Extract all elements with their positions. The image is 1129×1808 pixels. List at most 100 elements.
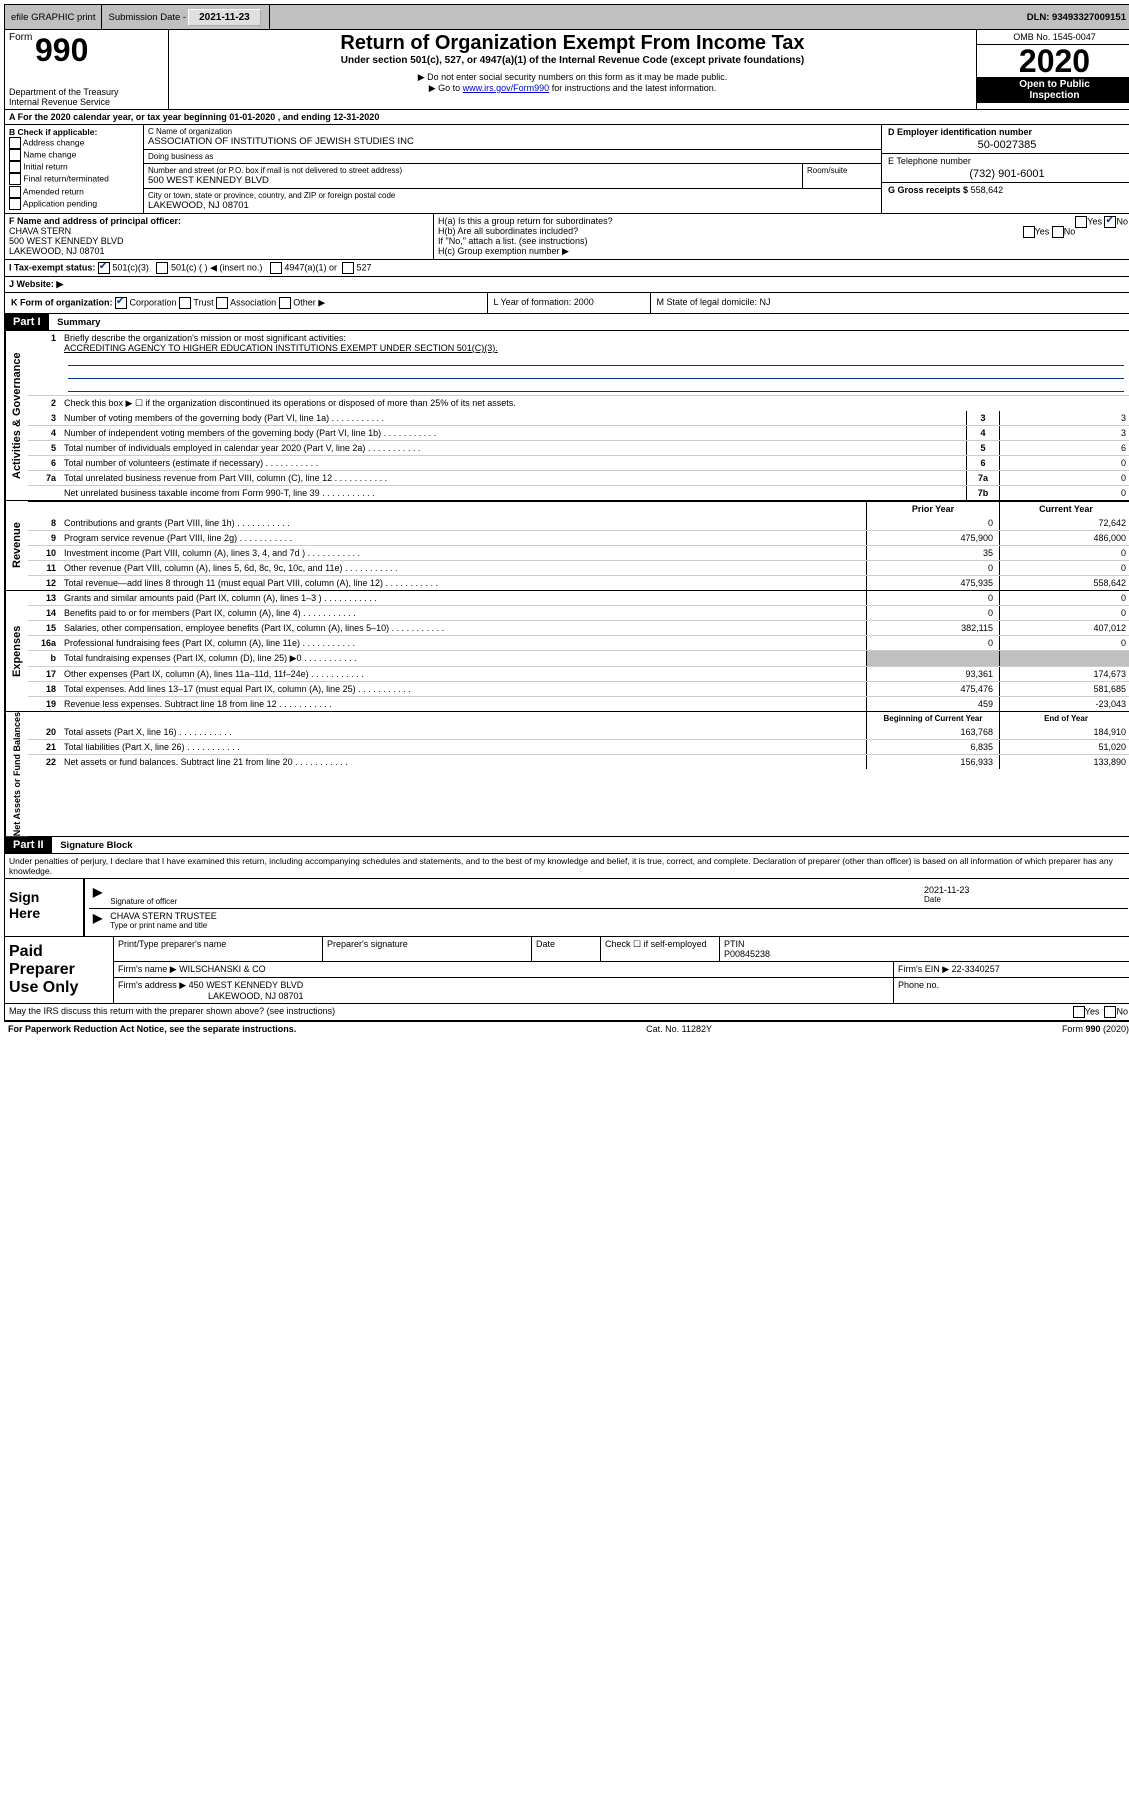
k-form-org: K Form of organization: Corporation Trus…: [5, 293, 487, 313]
efile-label: efile GRAPHIC print: [5, 5, 102, 29]
form-title-block: Return of Organization Exempt From Incom…: [169, 30, 976, 109]
sign-here-block: SignHere ▶ Signature of officer 2021-11-…: [4, 879, 1129, 937]
phone-value: (732) 901-6001: [888, 166, 1126, 180]
officer-printed-name: CHAVA STERN TRUSTEE: [110, 911, 1124, 921]
street-cell: Number and street (or P.O. box if mail i…: [144, 164, 803, 188]
cb-501c[interactable]: [156, 262, 168, 274]
table-row: 14Benefits paid to or for members (Part …: [28, 605, 1129, 620]
firm-ein: 22-3340257: [952, 964, 1000, 974]
form-number: 990: [35, 32, 88, 69]
entity-block: B Check if applicable: Address change Na…: [4, 125, 1129, 214]
footer-right: Form 990 (2020): [1062, 1024, 1129, 1034]
ein-cell: D Employer identification number 50-0027…: [882, 125, 1129, 154]
mission-text: ACCREDITING AGENCY TO HIGHER EDUCATION I…: [64, 343, 498, 353]
h-c: H(c) Group exemption number ▶: [438, 246, 1128, 257]
table-row: bTotal fundraising expenses (Part IX, co…: [28, 650, 1129, 666]
cb-trust[interactable]: [179, 297, 191, 309]
table-row: 17Other expenses (Part IX, column (A), l…: [28, 666, 1129, 681]
table-row: 20Total assets (Part X, line 16)163,7681…: [28, 725, 1129, 739]
efile-header-bar: efile GRAPHIC print Submission Date - 20…: [4, 4, 1129, 30]
cb-initial-return[interactable]: Initial return: [9, 161, 139, 173]
section-h: H(a) Is this a group return for subordin…: [434, 214, 1129, 259]
ptin-value: P00845238: [724, 949, 770, 959]
form-subtitle: Under section 501(c), 527, or 4947(a)(1)…: [171, 55, 974, 66]
h-b: H(b) Are all subordinates included? Yes …: [438, 226, 1128, 236]
submission-label: Submission Date -: [108, 12, 186, 23]
street-address: 500 WEST KENNEDY BLVD: [148, 175, 798, 186]
cb-address-change[interactable]: Address change: [9, 137, 139, 149]
phone-cell: E Telephone number (732) 901-6001: [882, 154, 1129, 183]
cb-association[interactable]: [216, 297, 228, 309]
table-row: 3Number of voting members of the governi…: [28, 411, 1129, 425]
table-row: 15Salaries, other compensation, employee…: [28, 620, 1129, 635]
table-row: 6Total number of volunteers (estimate if…: [28, 455, 1129, 470]
section-f: F Name and address of principal officer:…: [5, 214, 434, 259]
table-row: 16aProfessional fundraising fees (Part I…: [28, 635, 1129, 650]
cb-discuss-yes[interactable]: [1073, 1006, 1085, 1018]
dept-1: Department of the Treasury: [9, 87, 164, 97]
cb-name-change[interactable]: Name change: [9, 149, 139, 161]
org-name-cell: C Name of organization ASSOCIATION OF IN…: [144, 125, 881, 150]
b-label: B Check if applicable:: [9, 127, 139, 137]
form-id-block: Form 990 Department of the Treasury Inte…: [5, 30, 169, 109]
cb-527[interactable]: [342, 262, 354, 274]
vtab-revenue: Revenue: [5, 501, 28, 590]
hdr-begin-year: Beginning of Current Year: [866, 712, 999, 725]
cb-final-return[interactable]: Final return/terminated: [9, 173, 139, 185]
prep-name-hdr: Print/Type preparer's name: [114, 937, 323, 961]
gross-receipts: 558,642: [971, 185, 1004, 195]
paid-preparer-label: PaidPreparerUse Only: [5, 937, 114, 1003]
footer-cat-no: Cat. No. 11282Y: [646, 1024, 712, 1034]
cb-other[interactable]: [279, 297, 291, 309]
prep-date-hdr: Date: [532, 937, 601, 961]
line-j: J Website: ▶: [4, 277, 1129, 293]
part1-netassets: Net Assets or Fund Balances Beginning of…: [4, 712, 1129, 837]
table-row: 7aTotal unrelated business revenue from …: [28, 470, 1129, 485]
hdr-prior-year: Prior Year: [866, 502, 999, 516]
part1-revenue: Revenue Prior Year Current Year 8Contrib…: [4, 501, 1129, 591]
section-b-checkboxes: B Check if applicable: Address change Na…: [5, 125, 144, 213]
open-to-public: Open to Public Inspection: [977, 77, 1129, 103]
cb-501c3[interactable]: [98, 262, 110, 274]
table-row: 12Total revenue—add lines 8 through 11 (…: [28, 575, 1129, 590]
cb-discuss-no[interactable]: [1104, 1006, 1116, 1018]
submission-cell: Submission Date - 2021-11-23: [102, 5, 269, 29]
table-row: 18Total expenses. Add lines 13–17 (must …: [28, 681, 1129, 696]
table-row: 4Number of independent voting members of…: [28, 425, 1129, 440]
l-year-formation: L Year of formation: 2000: [487, 293, 650, 313]
sign-here-label: SignHere: [5, 879, 85, 936]
room-cell: Room/suite: [803, 164, 881, 188]
firm-addr-cell: Firm's address ▶ 450 WEST KENNEDY BLVD L…: [114, 978, 894, 1003]
table-row: Net unrelated business taxable income fr…: [28, 485, 1129, 500]
paid-preparer-block: PaidPreparerUse Only Print/Type preparer…: [4, 937, 1129, 1004]
vtab-net-assets: Net Assets or Fund Balances: [5, 712, 28, 836]
form-word: Form: [9, 32, 32, 43]
cb-application-pending[interactable]: Application pending: [9, 198, 139, 210]
org-name: ASSOCIATION OF INSTITUTIONS OF JEWISH ST…: [148, 136, 877, 147]
part-1-header: Part I Summary: [4, 314, 1129, 331]
tax-year: 2020: [977, 45, 1129, 77]
prep-selfemp: Check ☐ if self-employed: [601, 937, 720, 961]
cb-amended-return[interactable]: Amended return: [9, 186, 139, 198]
sig-arrow-icon-2: ▶: [89, 911, 106, 930]
line-i-j: I Tax-exempt status: 501(c)(3) 501(c) ( …: [4, 260, 1129, 277]
form-note-2: ▶ Go to www.irs.gov/Form990 for instruct…: [171, 83, 974, 94]
section-c: C Name of organization ASSOCIATION OF IN…: [144, 125, 881, 213]
firm-phone-cell: Phone no.: [894, 978, 1129, 1003]
part-2-header: Part II Signature Block: [4, 837, 1129, 854]
part1-expenses: Expenses 13Grants and similar amounts pa…: [4, 591, 1129, 712]
city-state-zip: LAKEWOOD, NJ 08701: [148, 200, 877, 211]
city-cell: City or town, state or province, country…: [144, 189, 881, 213]
gross-cell: G Gross receipts $ 558,642: [882, 183, 1129, 197]
cb-4947[interactable]: [270, 262, 282, 274]
submission-date-button[interactable]: 2021-11-23: [188, 9, 261, 26]
officer-group-block: F Name and address of principal officer:…: [4, 214, 1129, 260]
form990-link[interactable]: www.irs.gov/Form990: [463, 83, 550, 93]
cb-corporation[interactable]: [115, 297, 127, 309]
table-row: 19Revenue less expenses. Subtract line 1…: [28, 696, 1129, 711]
sig-arrow-icon: ▶: [89, 885, 106, 906]
table-row: 10Investment income (Part VIII, column (…: [28, 545, 1129, 560]
table-row: 21Total liabilities (Part X, line 26)6,8…: [28, 739, 1129, 754]
line-2: Check this box ▶ ☐ if the organization d…: [60, 396, 1129, 411]
table-row: 22Net assets or fund balances. Subtract …: [28, 754, 1129, 769]
